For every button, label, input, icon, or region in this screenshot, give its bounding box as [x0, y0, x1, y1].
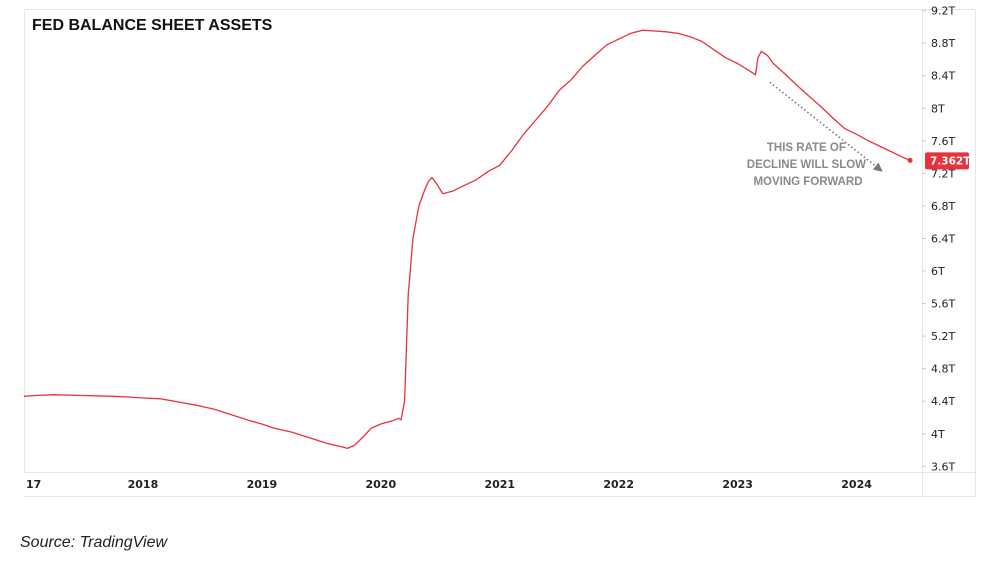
- annotation: THIS RATE OF DECLINE WILL SLOW MOVING FO…: [747, 81, 883, 188]
- chart-title: FED BALANCE SHEET ASSETS: [32, 17, 273, 34]
- plot-area: [24, 9, 923, 473]
- x-tick-label: 2021: [484, 478, 515, 491]
- x-tick-label: 2022: [603, 478, 634, 491]
- y-tick-label: 4.8T: [931, 363, 955, 376]
- last-value-badge: 7.362T: [925, 152, 971, 170]
- annotation-line-3: MOVING FORWARD: [753, 176, 862, 188]
- y-tick-label: 3.6T: [931, 460, 955, 473]
- y-tick-label: 5.2T: [931, 330, 955, 343]
- annotation-arrow: [769, 81, 877, 167]
- x-axis-ticks: 17 2018 2019 2020 2021 2022 2023 2024: [26, 478, 872, 491]
- x-tick-label: 2024: [841, 478, 872, 491]
- y-tick-label: 8T: [931, 102, 945, 115]
- x-tick-label: 2019: [247, 478, 278, 491]
- x-tick-label: 2023: [722, 478, 753, 491]
- balance-sheet-line: [23, 29, 911, 450]
- x-tick-label: 2018: [128, 478, 159, 491]
- annotation-arrowhead: [872, 162, 883, 172]
- y-tick-label: 4.4T: [931, 395, 955, 408]
- annotation-line-2: DECLINE WILL SLOW: [747, 159, 866, 171]
- y-tick-label: 4T: [931, 428, 945, 441]
- x-tick-label: 17: [26, 478, 41, 491]
- last-value-label: 7.362T: [930, 155, 971, 167]
- y-tick-label: 6.8T: [931, 200, 955, 213]
- y-tick-label: 9.2T: [931, 5, 955, 18]
- y-tick-label: 5.6T: [931, 298, 955, 311]
- source-caption: Source: TradingView: [20, 534, 168, 551]
- y-tick-label: 6.4T: [931, 232, 955, 245]
- y-tick-label: 8.8T: [931, 37, 955, 50]
- last-data-point: [907, 157, 913, 163]
- x-tick-label: 2020: [366, 478, 397, 491]
- y-tick-label: 7.2T: [931, 167, 955, 180]
- y-tick-label: 7.6T: [931, 135, 955, 148]
- y-axis-ticks: 9.2T 8.8T 8.4T 8T 7.6T 7.2T 6.8T 6.4T 6T 5.6T 5.2T…: [922, 5, 955, 473]
- y-tick-label: 6T: [931, 265, 945, 278]
- annotation-line-1: THIS RATE OF: [767, 142, 846, 154]
- y-tick-label: 8.4T: [931, 70, 955, 83]
- svg-text:THIS RATE OF DECLINE W: THIS RATE OF DECLINE WILL SLOW MOVING FO…: [747, 142, 869, 188]
